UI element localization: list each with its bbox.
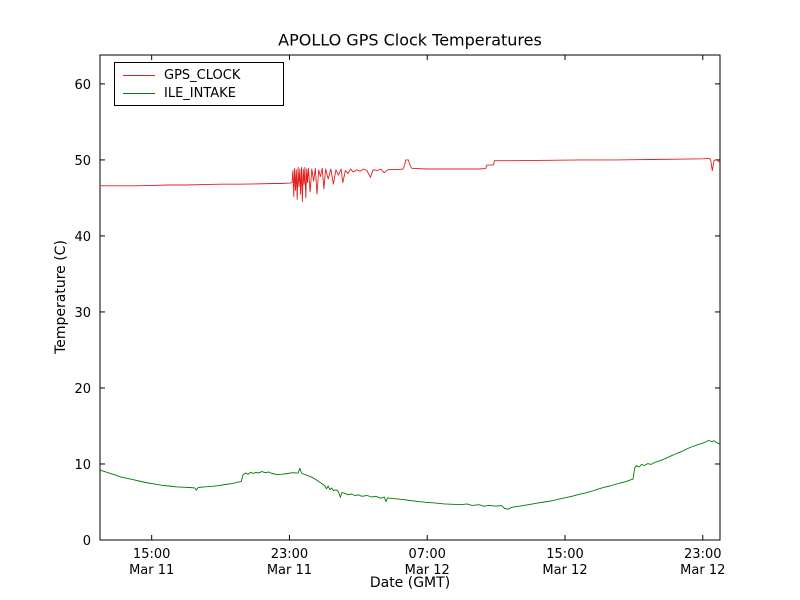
plot-frame — [99, 54, 721, 541]
x-tick-time-label: 15:00 — [133, 547, 170, 562]
y-tick-label: 20 — [74, 382, 91, 397]
x-tick-time-label: 15:00 — [546, 547, 583, 562]
x-tick-date-label: Mar 11 — [267, 563, 312, 578]
y-tick-label: 30 — [74, 306, 91, 321]
y-tick-label: 50 — [74, 154, 91, 169]
series-line-GPS_CLOCK — [100, 157, 721, 203]
x-tick-date-label: Mar 11 — [129, 563, 174, 578]
x-tick-date-label: Mar 12 — [680, 563, 725, 578]
legend-line-sample-red — [123, 74, 155, 76]
chart-title: APOLLO GPS Clock Temperatures — [278, 30, 542, 50]
series-line-ILE_INTAKE — [99, 439, 721, 510]
y-tick-label: 60 — [74, 78, 91, 93]
y-tick-label: 0 — [83, 534, 91, 549]
legend: GPS_CLOCK ILE_INTAKE — [114, 62, 284, 106]
y-axis-label: Temperature (C) — [53, 240, 69, 354]
legend-item-ile-intake: ILE_INTAKE — [123, 85, 275, 101]
legend-label: ILE_INTAKE — [164, 85, 236, 101]
x-tick-date-label: Mar 12 — [405, 563, 450, 578]
x-tick-date-label: Mar 12 — [542, 563, 587, 578]
x-axis-label: Date (GMT) — [369, 575, 451, 591]
x-tick-time-label: 07:00 — [408, 547, 445, 562]
legend-line-sample-green — [123, 92, 155, 94]
y-tick-label: 40 — [74, 230, 91, 245]
y-tick-label: 10 — [74, 458, 91, 473]
x-tick-time-label: 23:00 — [684, 547, 721, 562]
legend-label: GPS_CLOCK — [164, 67, 241, 83]
x-tick-time-label: 23:00 — [271, 547, 308, 562]
legend-item-gps-clock: GPS_CLOCK — [123, 67, 275, 83]
